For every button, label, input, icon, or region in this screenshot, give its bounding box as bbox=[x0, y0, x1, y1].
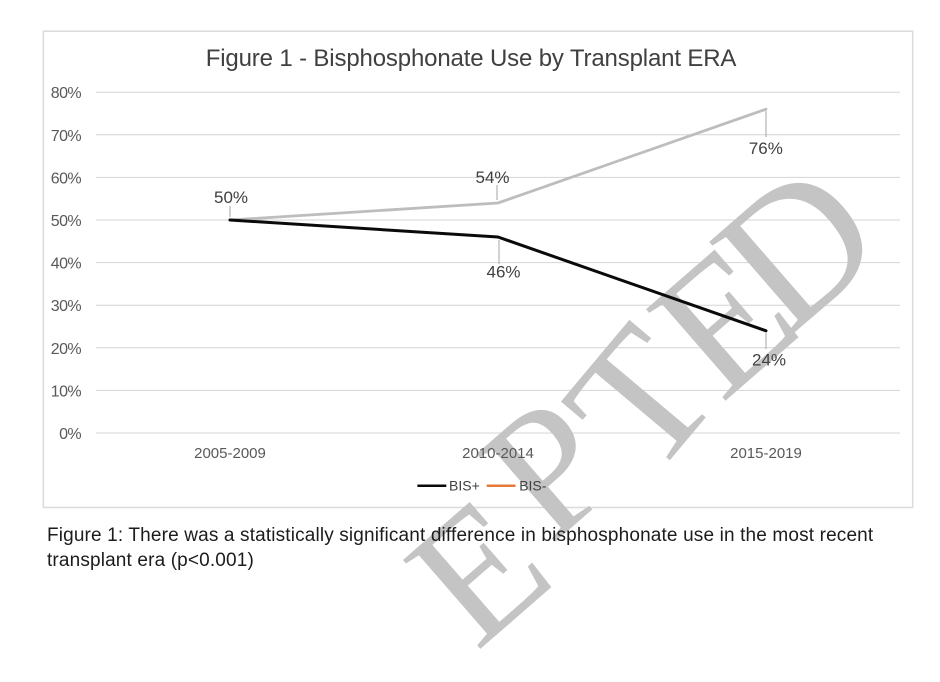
svg-text:BIS-: BIS- bbox=[519, 478, 547, 494]
svg-text:50%: 50% bbox=[51, 213, 82, 230]
svg-text:24%: 24% bbox=[752, 351, 786, 370]
svg-text:70%: 70% bbox=[51, 128, 82, 145]
svg-text:Figure 1 - Bisphosphonate Use: Figure 1 - Bisphosphonate Use by Transpl… bbox=[206, 45, 737, 72]
svg-text:2015-2019: 2015-2019 bbox=[730, 445, 802, 462]
svg-text:2010-2014: 2010-2014 bbox=[462, 445, 534, 462]
svg-text:10%: 10% bbox=[51, 383, 82, 400]
svg-text:80%: 80% bbox=[51, 85, 82, 102]
svg-text:54%: 54% bbox=[475, 168, 509, 187]
svg-text:76%: 76% bbox=[749, 139, 783, 158]
svg-text:50%: 50% bbox=[214, 188, 248, 207]
svg-text:60%: 60% bbox=[51, 170, 82, 187]
svg-text:20%: 20% bbox=[51, 341, 82, 358]
svg-text:0%: 0% bbox=[59, 426, 81, 443]
svg-text:46%: 46% bbox=[486, 263, 520, 282]
svg-text:30%: 30% bbox=[51, 298, 82, 315]
svg-text:2005-2009: 2005-2009 bbox=[194, 445, 266, 462]
svg-text:40%: 40% bbox=[51, 256, 82, 273]
svg-text:BIS+: BIS+ bbox=[449, 478, 480, 494]
